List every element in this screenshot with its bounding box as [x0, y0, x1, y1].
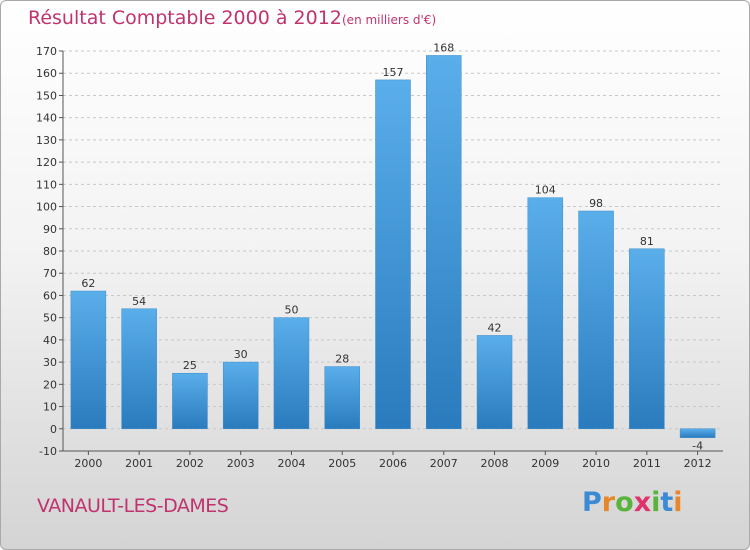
bar-value-label: 25 [183, 359, 197, 372]
x-tick-label: 2000 [74, 457, 102, 470]
bar [121, 308, 157, 430]
bar [273, 317, 310, 430]
logo-letter: x [633, 487, 652, 518]
chart-subtitle: (en milliers d'€) [342, 13, 437, 27]
y-tick-label: 60 [43, 289, 57, 302]
commune-name: VANAULT-LES-DAMES [37, 495, 229, 517]
y-tick-label: 90 [43, 223, 57, 236]
x-tick-label: 2007 [430, 457, 458, 470]
y-tick-label: 160 [36, 67, 57, 80]
bar-value-label: 62 [81, 277, 95, 290]
y-tick-label: 150 [36, 89, 57, 102]
y-tick-label: 40 [43, 334, 57, 347]
bars-layer [70, 55, 716, 438]
y-tick-label: 30 [43, 356, 57, 369]
bar-value-label: 30 [234, 348, 248, 361]
y-tick-label: 50 [43, 312, 57, 325]
y-tick-label: 140 [36, 112, 57, 125]
y-tick-label: 100 [36, 201, 57, 214]
x-tick-label: 2009 [531, 457, 559, 470]
axis-layer: -10 0 10 20 30 40 50 60 70 80 90 100 110 120 130 140 150… [36, 45, 723, 470]
bar [426, 55, 462, 430]
x-tick-label: 2012 [684, 457, 712, 470]
y-tick-label: -10 [39, 445, 57, 458]
y-tick-label: 0 [50, 423, 57, 436]
logo-letter: i [651, 487, 661, 518]
y-tick-label: 20 [43, 378, 57, 391]
bar-value-label: 98 [589, 197, 603, 210]
bar [70, 290, 107, 430]
bar [324, 366, 360, 430]
bar [527, 197, 564, 430]
y-tick-label: 70 [43, 267, 57, 280]
bar-value-label: 54 [132, 295, 146, 308]
x-tick-label: 2003 [227, 457, 255, 470]
y-tick-label: 110 [36, 178, 57, 191]
bar-value-label: 168 [433, 41, 454, 54]
y-tick-label: 80 [43, 245, 57, 258]
bar-value-label: 28 [335, 353, 349, 366]
x-tick-label: 2008 [481, 457, 509, 470]
logo-letter: o [615, 487, 634, 518]
labels-layer: 62 54 25 30 50 28 157 168 42 104 98 81 -4 [81, 41, 703, 452]
x-tick-label: 2002 [176, 457, 204, 470]
bar-value-label: -4 [692, 440, 703, 453]
x-tick-label: 2006 [379, 457, 407, 470]
bar-value-label: 104 [535, 184, 556, 197]
bar [476, 335, 513, 430]
x-tick-label: 2005 [328, 457, 356, 470]
proxiti-logo: Proxiti [582, 487, 683, 518]
bar [375, 79, 411, 430]
bar-value-label: 157 [383, 66, 404, 79]
y-tick-label: 120 [36, 156, 57, 169]
x-tick-label: 2011 [633, 457, 661, 470]
logo-letter: P [582, 487, 602, 518]
bar-value-label: 50 [284, 304, 298, 317]
bar-value-label: 42 [488, 321, 502, 334]
y-tick-label: 170 [36, 45, 57, 58]
chart-title: Résultat Comptable 2000 à 2012 [28, 7, 342, 29]
bar [578, 210, 614, 430]
x-tick-label: 2004 [277, 457, 305, 470]
bar [222, 361, 259, 430]
bar [629, 248, 665, 430]
bar-value-label: 81 [640, 235, 654, 248]
bar [679, 428, 716, 438]
x-tick-label: 2010 [582, 457, 610, 470]
bar [172, 372, 208, 430]
x-tick-label: 2001 [125, 457, 153, 470]
y-tick-label: 130 [36, 134, 57, 147]
y-tick-label: 10 [43, 401, 57, 414]
logo-letter: i [673, 487, 683, 518]
logo-letter: r [601, 487, 616, 518]
logo-letter: t [660, 487, 674, 518]
